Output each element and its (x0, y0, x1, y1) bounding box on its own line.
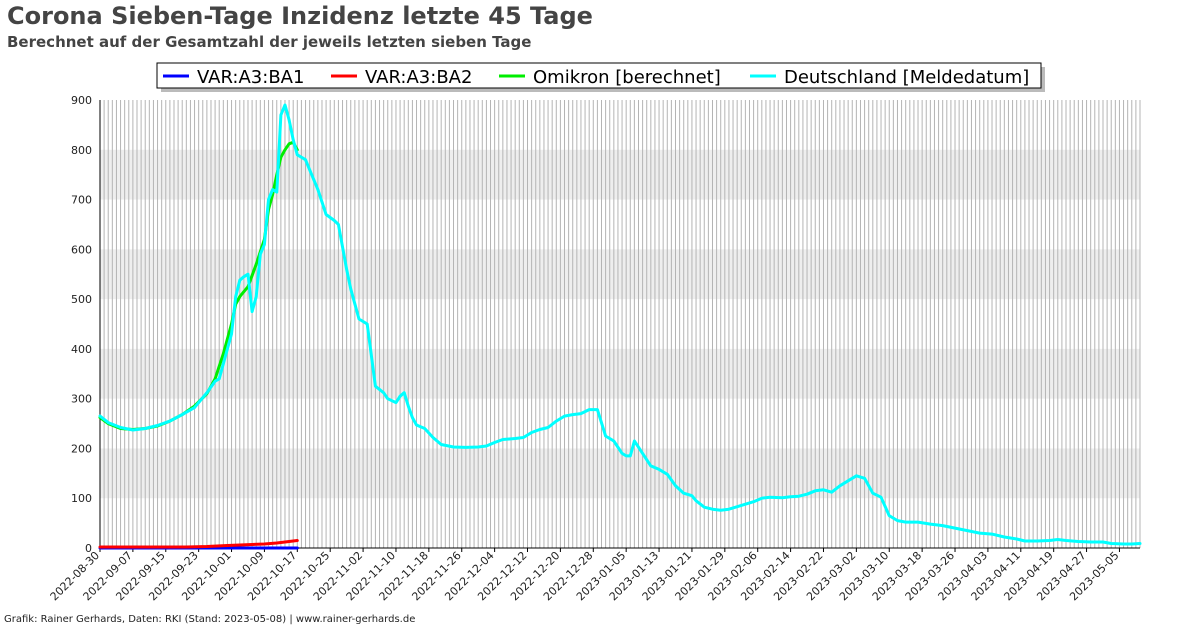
grid-vertical (99, 100, 1141, 548)
series-line-var-a3-ba2 (98, 539, 299, 549)
y-tick-label: 500 (71, 293, 92, 306)
grid-band (100, 249, 1140, 300)
chart-title: Corona Sieben-Tage Inzidenz letzte 45 Ta… (7, 2, 593, 30)
series-lines (98, 103, 1142, 550)
y-tick-label: 300 (71, 393, 92, 406)
legend: VAR:A3:BA1 VAR:A3:BA2 Omikron [berechnet] D… (156, 62, 1045, 92)
legend-entry-var-a3-ba2: VAR:A3:BA2 (365, 67, 472, 88)
grid-band (100, 448, 1140, 499)
grid-bands (100, 149, 1140, 499)
grid-band (100, 348, 1140, 399)
legend-entry-omikron-berechnet: Omikron [berechnet] (533, 67, 721, 88)
legend-box (156, 62, 1042, 89)
y-tick-label: 100 (71, 492, 92, 505)
y-tick-label: 0 (85, 542, 92, 555)
y-tick-label: 600 (71, 243, 92, 256)
series-line-deutschland-meldedatum (98, 103, 1142, 546)
y-tick-label: 800 (71, 144, 92, 157)
y-tick-labels: 0 100 200 300 400 500 600 700 800 900 (71, 94, 92, 555)
y-tick-label: 200 (71, 442, 92, 455)
y-tick-label: 400 (71, 343, 92, 356)
y-tick-label: 700 (71, 194, 92, 207)
legend-entry-deutschland-meldedatum: Deutschland [Meldedatum] (784, 67, 1029, 88)
chart-footer: Grafik: Rainer Gerhards, Daten: RKI (Sta… (4, 614, 416, 625)
legend-entry-var-a3-ba1: VAR:A3:BA1 (197, 67, 304, 88)
chart-subtitle: Berechnet auf der Gesamtzahl der jeweils… (7, 33, 532, 51)
y-tick-label: 900 (71, 94, 92, 107)
x-tick-labels: 2022-08-302022-09-072022-09-152022-09-23… (48, 548, 1122, 603)
